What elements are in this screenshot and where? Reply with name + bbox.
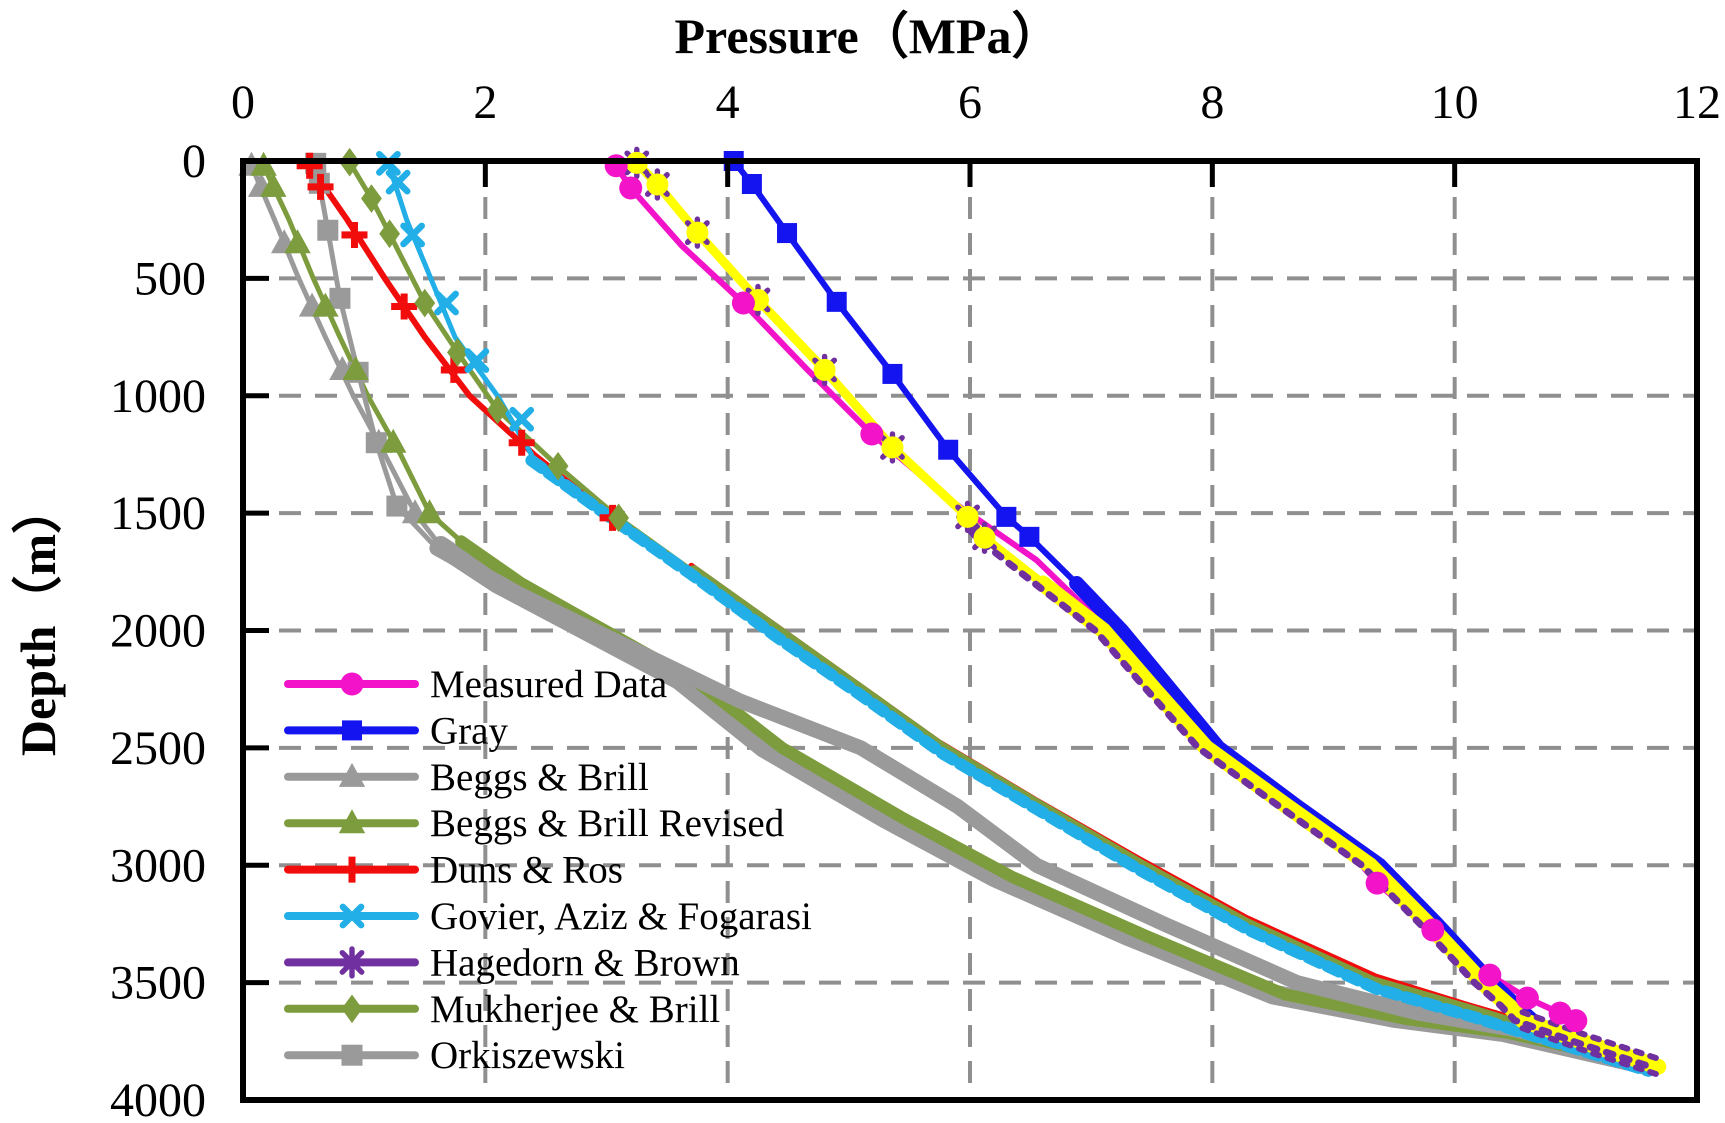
legend-item-label: Duns & Ros bbox=[430, 849, 623, 892]
legend-item-duns_ros: Duns & Ros bbox=[284, 849, 623, 892]
legend-item-hagedorn: Hagedorn & Brown bbox=[284, 941, 740, 984]
y-tick-label: 0 bbox=[182, 135, 206, 188]
y-tick-label: 500 bbox=[134, 252, 206, 305]
y-tick-label: 2500 bbox=[110, 722, 206, 775]
legend-item-label: Beggs & Brill bbox=[430, 756, 649, 799]
legend-item-gray_corr: Gray bbox=[284, 709, 508, 752]
legend-item-label: Mukherjee & Brill bbox=[430, 988, 720, 1031]
series-markers-measured bbox=[604, 154, 1588, 1033]
legend-item-label: Measured Data bbox=[430, 663, 667, 706]
legend-item-label: Gray bbox=[430, 709, 508, 752]
x-tick-label: 6 bbox=[958, 76, 982, 129]
y-tick-label: 1500 bbox=[110, 487, 206, 540]
legend-item-beggs_revised: Beggs & Brill Revised bbox=[284, 802, 785, 845]
legend-item-measured: Measured Data bbox=[284, 663, 667, 706]
legend-item-label: Govier, Aziz & Fogarasi bbox=[430, 895, 812, 938]
legend-item-label: Orkiszewski bbox=[430, 1034, 625, 1077]
series-markers-govier bbox=[376, 150, 535, 432]
y-tick-label: 3500 bbox=[110, 957, 206, 1010]
legend-item-label: Beggs & Brill Revised bbox=[430, 802, 785, 845]
y-axis-title: Depth（m） bbox=[10, 483, 66, 757]
legend-item-govier: Govier, Aziz & Fogarasi bbox=[284, 895, 812, 938]
y-tick-label: 4000 bbox=[110, 1074, 206, 1123]
x-tick-label: 8 bbox=[1200, 76, 1224, 129]
y-tick-label: 3000 bbox=[110, 839, 206, 892]
legend-item-beggs: Beggs & Brill bbox=[284, 756, 649, 799]
series-markers-duns_ros bbox=[296, 152, 626, 531]
x-tick-label: 2 bbox=[473, 76, 497, 129]
y-tick-label: 2000 bbox=[110, 605, 206, 658]
x-tick-labels: 0 2 4 6 8 10 12 bbox=[231, 76, 1721, 129]
axes-frame bbox=[240, 158, 1700, 1103]
legend-item-label: Hagedorn & Brown bbox=[430, 941, 740, 984]
x-tick-label: 4 bbox=[716, 76, 740, 129]
series-markers-orkiszewski bbox=[305, 152, 408, 517]
legend-item-mukherjee: Mukherjee & Brill bbox=[284, 988, 720, 1031]
x-axis-title: Pressure（MPa） bbox=[674, 8, 1062, 64]
x-tick-label: 0 bbox=[231, 76, 255, 129]
y-tick-label: 1000 bbox=[110, 370, 206, 423]
x-tick-label: 12 bbox=[1673, 76, 1721, 129]
series-markers-yellow bbox=[625, 151, 996, 549]
y-tick-labels: 0 500 1000 1500 2000 2500 3000 3500 4000 bbox=[110, 135, 206, 1123]
x-tick-label: 10 bbox=[1431, 76, 1479, 129]
series-line-hagedorn bbox=[956, 513, 1662, 1078]
series-markers-beggs_revised bbox=[250, 151, 443, 524]
legend-item-orkiszewski: Orkiszewski bbox=[284, 1034, 625, 1077]
